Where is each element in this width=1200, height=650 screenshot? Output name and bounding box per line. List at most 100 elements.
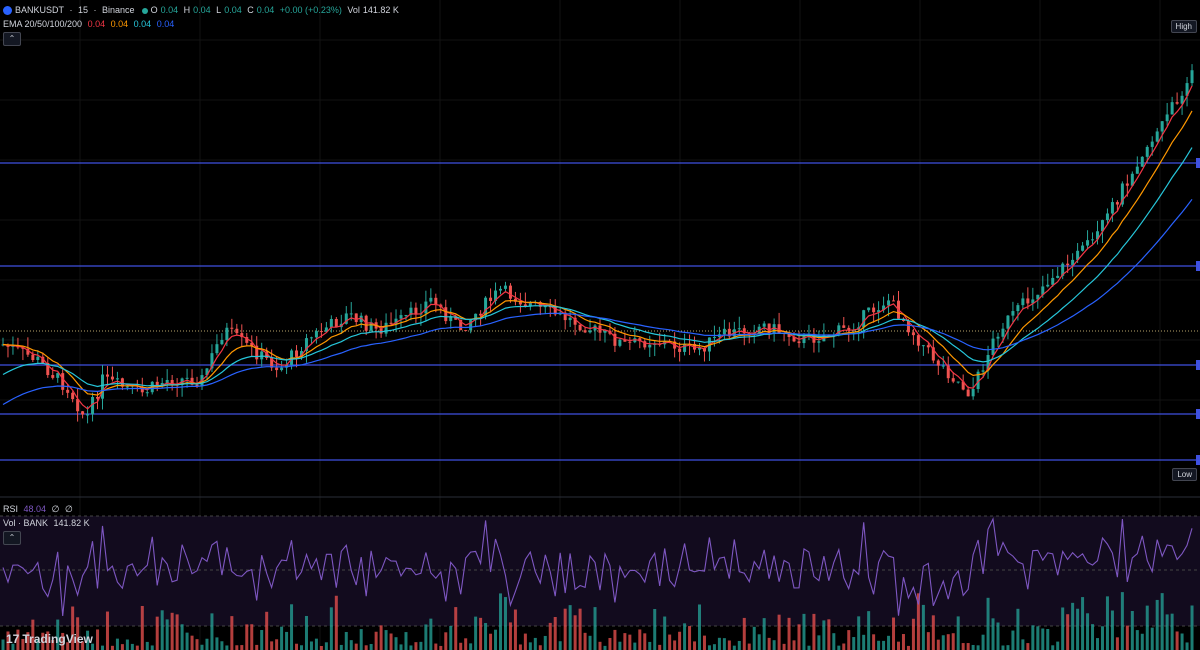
collapse-legend-button[interactable]: ⌃ xyxy=(3,32,21,46)
candle-body xyxy=(404,314,408,316)
candle-body xyxy=(986,355,990,371)
candle-body xyxy=(240,333,244,338)
candle-body xyxy=(56,373,60,378)
candle-body xyxy=(265,351,269,359)
volume-bar xyxy=(354,643,358,650)
candle-body xyxy=(145,392,149,394)
volume-bar xyxy=(1046,628,1050,650)
candle-body xyxy=(762,323,766,327)
volume-bar xyxy=(847,630,851,650)
candle-body xyxy=(1006,315,1010,329)
volume-bar xyxy=(1051,645,1055,650)
tradingview-logo[interactable]: 17 TradingView xyxy=(6,632,93,646)
candle-body xyxy=(802,335,806,344)
ema-legend[interactable]: EMA 20/50/100/200 0.04 0.04 0.04 0.04 xyxy=(3,18,177,30)
volume-bar xyxy=(419,641,423,650)
candle-body xyxy=(21,347,25,349)
volume-bar xyxy=(1160,593,1164,650)
volume-bar xyxy=(240,645,244,650)
candle-body xyxy=(1026,298,1030,304)
candle-body xyxy=(354,313,358,323)
volume-bar xyxy=(205,638,209,650)
volume-bar xyxy=(931,615,935,650)
candle-body xyxy=(1001,328,1005,337)
candle-body xyxy=(1180,95,1184,104)
volume-bar xyxy=(275,639,279,650)
candle-body xyxy=(1130,173,1134,186)
volume-bar xyxy=(732,645,736,650)
rsi-label: RSI xyxy=(3,504,19,514)
volume-bar xyxy=(772,640,776,650)
volume-bar xyxy=(1061,607,1065,650)
volume-bar xyxy=(140,605,144,650)
ema-20-value: 0.04 xyxy=(87,19,106,29)
volume-bar xyxy=(688,626,692,650)
candle-body xyxy=(205,368,209,376)
candle-body xyxy=(817,341,821,343)
volume-bar xyxy=(822,620,826,650)
candle-body xyxy=(523,304,527,307)
candle-body xyxy=(379,328,383,334)
volume-bar xyxy=(6,631,10,650)
volume-bar xyxy=(71,606,75,650)
symbol-legend[interactable]: BANKUSDT · 15 · Binance O 0.04 H 0.04 L 0.04… xyxy=(3,4,402,16)
volume-bar xyxy=(553,616,557,650)
candle-body xyxy=(91,396,95,415)
volume-bar xyxy=(638,629,642,650)
volume-bar xyxy=(673,640,677,650)
volume-bar xyxy=(971,644,975,650)
volume-bar xyxy=(349,640,353,650)
volume-bar xyxy=(31,619,35,650)
candle-body xyxy=(892,300,896,302)
volume-bar xyxy=(1071,602,1075,650)
volume-bar xyxy=(36,638,40,650)
volume-bar xyxy=(439,645,443,650)
candle-body xyxy=(777,324,781,333)
volume-bar xyxy=(1,639,5,650)
candle-body xyxy=(643,341,647,348)
volume-bar xyxy=(757,634,761,650)
line-handle xyxy=(1196,158,1200,168)
volume-bar xyxy=(1056,641,1060,650)
volume-bar xyxy=(911,618,915,650)
candle-body xyxy=(165,379,169,383)
candle-body xyxy=(862,310,866,328)
candle-body xyxy=(1036,294,1040,300)
volume-bar xyxy=(926,632,930,650)
volume-bar xyxy=(767,637,771,650)
volume-bar xyxy=(593,607,597,650)
candle-body xyxy=(314,331,318,338)
volume-bar xyxy=(877,640,881,650)
volume-bar xyxy=(1120,592,1124,650)
volume-bar xyxy=(434,643,438,650)
candle-body xyxy=(489,297,493,301)
volume-bar xyxy=(145,641,149,650)
volume-bar xyxy=(235,645,239,650)
volume-bar xyxy=(260,630,264,650)
collapse-pane-button[interactable]: ⌃ xyxy=(3,531,21,545)
line-handle xyxy=(1196,261,1200,271)
volume-bar xyxy=(747,643,751,650)
volume-bar xyxy=(1001,645,1005,650)
volume-bar xyxy=(558,641,562,650)
volume-bar xyxy=(648,641,652,650)
volume-bar xyxy=(588,635,592,650)
candle-body xyxy=(1105,213,1109,221)
volume-bar xyxy=(578,608,582,650)
rsi-line xyxy=(2,517,1193,616)
candle-body xyxy=(877,310,881,313)
high-badge: High xyxy=(1170,20,1197,33)
candle-body xyxy=(1016,305,1020,312)
volume-bar xyxy=(359,629,363,650)
volume-bar xyxy=(897,641,900,650)
candle-body xyxy=(847,327,851,331)
volume-bar xyxy=(1011,630,1015,650)
ema-line xyxy=(2,198,1193,406)
rsi-legend[interactable]: RSI 48.04 ∅ ∅ xyxy=(3,503,76,515)
candle-body xyxy=(1175,102,1179,104)
volume-bar xyxy=(1041,628,1045,650)
volume-legend[interactable]: Vol · BANK 141.82 K xyxy=(3,517,93,529)
volume-bar xyxy=(782,643,786,650)
volume-bar xyxy=(454,607,458,650)
